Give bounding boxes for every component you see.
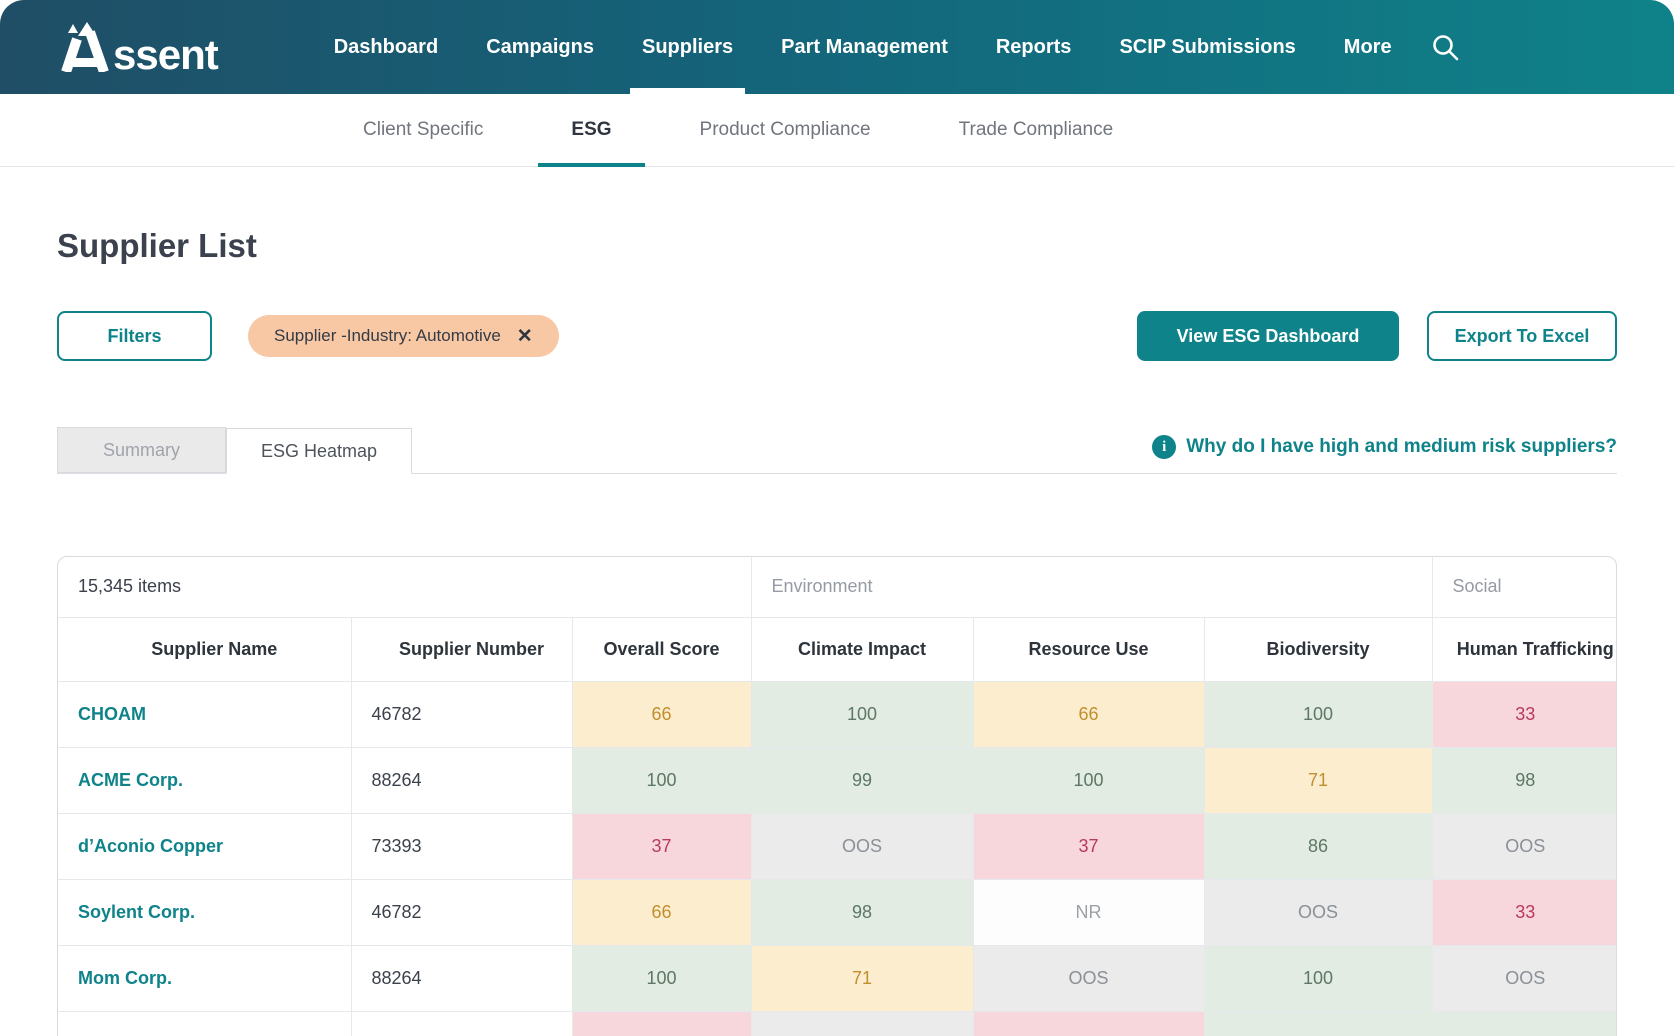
score-cell: 37 [973,813,1204,879]
view-tabs-row: Summary ESG Heatmap i Why do I have high… [57,427,1617,474]
items-count: 15,345 items [58,557,751,617]
tab-esg[interactable]: ESG [538,94,644,166]
score-cell: OOS [1204,879,1432,945]
supplier-number: 46782 [351,879,572,945]
supplier-number: 88264 [351,945,572,1011]
tab-trade-compliance[interactable]: Trade Compliance [926,94,1147,166]
filter-chip[interactable]: Supplier -Industry: Automotive ✕ [248,315,559,357]
tab-product-compliance[interactable]: Product Compliance [667,94,904,166]
score-cell: OOS [751,1011,973,1036]
col-supplier-number[interactable]: Supplier Number [351,617,572,681]
page-title: Supplier List [57,227,1617,265]
nav-item-dashboard[interactable]: Dashboard [314,0,458,94]
table-row: d’Aconio Copper 73393 37 OOS 37 86 96 [58,1011,1617,1036]
score-cell: 33 [1432,879,1617,945]
close-icon[interactable]: ✕ [517,327,533,346]
score-cell: 33 [1432,681,1617,747]
info-icon: i [1152,435,1176,459]
score-cell: 86 [1204,1011,1432,1036]
supplier-number: 88264 [351,747,572,813]
group-header-row: 15,345 items Environment Social [58,557,1617,617]
group-social: Social [1432,557,1617,617]
col-climate-impact[interactable]: Climate Impact [751,617,973,681]
score-cell: 71 [751,945,973,1011]
main-content: Supplier List Filters Supplier -Industry… [57,227,1617,1036]
col-overall-score[interactable]: Overall Score [572,617,751,681]
score-cell: 66 [572,681,751,747]
supplier-name-link[interactable]: Soylent Corp. [58,879,351,945]
supplier-name-link[interactable]: d’Aconio Copper [58,1011,351,1036]
supplier-name-link[interactable]: CHOAM [58,681,351,747]
risk-help-text: Why do I have high and medium risk suppl… [1186,436,1617,458]
toolbar: Filters Supplier -Industry: Automotive ✕… [57,311,1617,361]
filters-button[interactable]: Filters [57,311,212,361]
risk-help-link[interactable]: i Why do I have high and medium risk sup… [1152,435,1617,473]
assent-logo[interactable]: ssent [57,22,218,72]
score-cell: 99 [751,747,973,813]
supplier-name-link[interactable]: Mom Corp. [58,945,351,1011]
tab-client-specific[interactable]: Client Specific [330,94,516,166]
export-to-excel-button[interactable]: Export To Excel [1427,311,1617,361]
tab-summary[interactable]: Summary [57,427,226,473]
score-cell: OOS [1432,813,1617,879]
score-cell: 100 [572,945,751,1011]
score-cell: 100 [751,681,973,747]
col-biodiversity[interactable]: Biodiversity [1204,617,1432,681]
score-cell: 86 [1204,813,1432,879]
table-row: Mom Corp. 88264 100 71 OOS 100 OOS [58,945,1617,1011]
nav-item-suppliers[interactable]: Suppliers [622,0,753,94]
column-header-row: Supplier Name Supplier Number Overall Sc… [58,617,1617,681]
supplier-number: 73393 [351,813,572,879]
view-esg-dashboard-button[interactable]: View ESG Dashboard [1137,311,1399,361]
nav-item-scip-submissions[interactable]: SCIP Submissions [1099,0,1315,94]
supplier-name-link[interactable]: ACME Corp. [58,747,351,813]
score-cell: 37 [973,1011,1204,1036]
col-resource-use[interactable]: Resource Use [973,617,1204,681]
score-cell: OOS [973,945,1204,1011]
nav-item-campaigns[interactable]: Campaigns [466,0,614,94]
table-row: CHOAM 46782 66 100 66 100 33 [58,681,1617,747]
score-cell: 100 [572,747,751,813]
filter-chip-label: Supplier -Industry: Automotive [274,326,501,346]
nav-item-more[interactable]: More [1324,0,1412,94]
col-supplier-name[interactable]: Supplier Name [58,617,351,681]
score-cell: 96 [1432,1011,1617,1036]
supplier-table: 15,345 items Environment Social Supplier… [57,556,1617,1036]
score-cell: 100 [1204,681,1432,747]
score-cell: 98 [1432,747,1617,813]
score-cell: OOS [1432,945,1617,1011]
table-row: d’Aconio Copper 73393 37 OOS 37 86 OOS [58,813,1617,879]
score-cell: 37 [572,813,751,879]
nav-item-part-management[interactable]: Part Management [761,0,968,94]
group-environment: Environment [751,557,1432,617]
supplier-name-link[interactable]: d’Aconio Copper [58,813,351,879]
score-cell: 98 [751,879,973,945]
nav-item-reports[interactable]: Reports [976,0,1092,94]
suppliers-subnav: Client Specific ESG Product Compliance T… [0,94,1674,167]
table-row: Soylent Corp. 46782 66 98 NR OOS 33 [58,879,1617,945]
supplier-number: 46782 [351,681,572,747]
score-cell: NR [973,879,1204,945]
supplier-number: 73393 [351,1011,572,1036]
score-cell: 71 [1204,747,1432,813]
tab-esg-heatmap[interactable]: ESG Heatmap [226,428,412,474]
search-icon[interactable] [1430,32,1460,62]
assent-logo-mark-icon [57,22,111,72]
brand-text: ssent [113,39,218,72]
primary-nav: Dashboard Campaigns Suppliers Part Manag… [314,0,1412,94]
score-cell: OOS [751,813,973,879]
score-cell: 37 [572,1011,751,1036]
score-cell: 100 [1204,945,1432,1011]
app-window: ssent Dashboard Campaigns Suppliers Part… [0,0,1674,1036]
score-cell: 66 [973,681,1204,747]
top-navbar: ssent Dashboard Campaigns Suppliers Part… [0,0,1674,94]
score-cell: 66 [572,879,751,945]
col-human-trafficking[interactable]: Human Trafficking [1432,617,1617,681]
table-row: ACME Corp. 88264 100 99 100 71 98 [58,747,1617,813]
score-cell: 100 [973,747,1204,813]
